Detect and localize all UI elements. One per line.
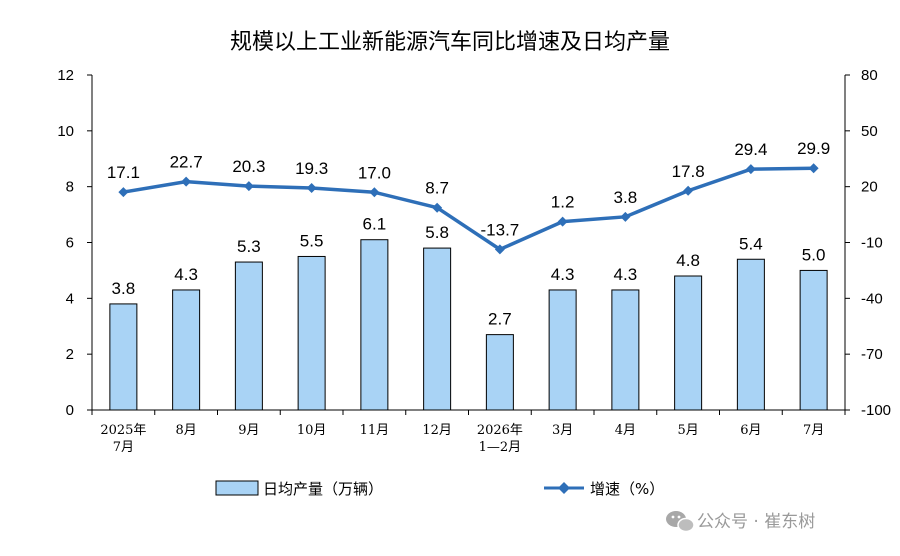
bar-value-label: 3.8	[112, 279, 136, 298]
bar	[485, 334, 514, 411]
bar-value-label: 4.8	[676, 251, 700, 270]
bar-value-label: 4.3	[614, 265, 638, 284]
x-tick-label: 11月	[360, 423, 390, 438]
bar	[611, 289, 640, 411]
bar	[423, 247, 452, 411]
bar-value-label: 2.7	[488, 310, 512, 329]
y-left-tick-label: 6	[66, 235, 74, 252]
line-value-label: 1.2	[551, 193, 575, 212]
y-right-tick-label: -100	[861, 402, 891, 419]
y-left-tick-label: 2	[66, 346, 74, 363]
x-tick-label: 12月	[422, 423, 452, 438]
line-value-label: 19.3	[295, 159, 328, 178]
line-point	[432, 202, 443, 213]
y-right-tick-label: 80	[861, 67, 878, 84]
y-right-tick-label: -70	[861, 346, 883, 363]
line-point	[306, 182, 317, 193]
line-value-label: 17.8	[672, 162, 705, 181]
x-tick-label: 4月	[615, 423, 636, 438]
watermark: 公众号 · 崔东树	[666, 511, 815, 533]
legend-bar-label: 日均产量（万辆）	[263, 480, 383, 498]
line-value-label: 17.0	[358, 163, 391, 182]
bar	[674, 275, 703, 411]
x-tick-label: 8月	[175, 423, 196, 438]
bar-series	[109, 239, 828, 411]
bar	[172, 289, 201, 411]
line-point	[369, 187, 380, 198]
legend-line-label: 增速（%）	[590, 480, 664, 498]
bar-value-label: 4.3	[174, 265, 198, 284]
line-point	[118, 187, 129, 198]
x-tick-label: 3月	[552, 423, 573, 438]
bar-value-label: 6.1	[363, 215, 387, 234]
watermark-text: 公众号 · 崔东树	[697, 512, 815, 532]
bar	[548, 289, 577, 411]
bar	[234, 261, 263, 411]
x-tick-label: 2026年 1—2月	[477, 423, 523, 455]
line-series	[118, 163, 819, 255]
y-left-tick-label: 12	[57, 67, 74, 84]
line-value-label: 3.8	[614, 188, 638, 207]
data-labels: 3.8 4.3 5.3 5.5 6.1 5.8 2.7 4.3 4.3 4.8 5.4 5.0 17.1…	[107, 139, 830, 328]
bar-value-label: 5.0	[802, 245, 826, 264]
y-left-tick-label: 4	[66, 290, 74, 307]
x-tick-label: 5月	[677, 423, 698, 438]
line-point	[243, 181, 254, 192]
line-point	[557, 216, 568, 227]
bar	[109, 303, 138, 411]
y-right-tick-label: -40	[861, 290, 883, 307]
x-tick-label: 2025年 7月	[100, 423, 146, 455]
x-tick-label: 6月	[740, 423, 761, 438]
bar	[799, 269, 828, 411]
line-point	[620, 211, 631, 222]
line-point	[181, 176, 192, 187]
y-left-tick-label: 8	[66, 179, 74, 196]
bar	[297, 255, 326, 411]
x-tick-label: 9月	[238, 423, 259, 438]
wechat-icon	[666, 511, 695, 533]
legend-line-marker	[558, 482, 570, 494]
line-point	[808, 163, 819, 174]
line-point	[745, 164, 756, 175]
bar-value-label: 5.3	[237, 237, 261, 256]
line-value-label: 22.7	[170, 153, 203, 172]
line-value-label: 17.1	[107, 163, 140, 182]
y-left-tick-label: 10	[57, 123, 74, 140]
y-right-tick-label: 20	[861, 179, 878, 196]
y-right-tick-label: 50	[861, 123, 878, 140]
line-value-label: 29.9	[797, 139, 830, 158]
line-value-label: 29.4	[734, 140, 767, 159]
bar-value-label: 5.5	[300, 231, 324, 250]
bar	[360, 239, 389, 411]
axes: 0 2 4 6 8 10 12 -100 -70 -40 -10 20 50 80 2025年 7月 8月 9月 1…	[57, 67, 891, 455]
legend: 日均产量（万辆） 增速（%）	[215, 480, 664, 498]
bar-value-label: 5.8	[425, 223, 449, 242]
line-point	[683, 185, 694, 196]
bar	[736, 258, 765, 411]
line-value-label: 8.7	[425, 179, 449, 198]
x-tick-label: 7月	[803, 423, 824, 438]
y-right-tick-label: -10	[861, 235, 883, 252]
x-tick-label: 10月	[297, 423, 327, 438]
bar-value-label: 5.4	[739, 234, 763, 253]
line-point	[494, 244, 505, 255]
y-left-tick-label: 0	[66, 402, 74, 419]
line-value-label: 20.3	[232, 157, 265, 176]
growth-line	[123, 166, 814, 252]
legend-bar-swatch	[215, 480, 259, 496]
chart-title: 规模以上工业新能源汽车同比增速及日均产量	[230, 30, 670, 55]
bar-value-label: 4.3	[551, 265, 575, 284]
line-value-label: -13.7	[481, 220, 520, 239]
